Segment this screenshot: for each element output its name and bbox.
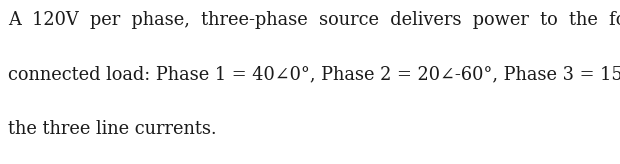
Text: connected load: Phase 1 = 40∠0°, Phase 2 = 20∠-60°, Phase 3 = 15∠45°. Determine: connected load: Phase 1 = 40∠0°, Phase 2… — [8, 66, 620, 84]
Text: the three line currents.: the three line currents. — [8, 120, 216, 138]
Text: A  120V  per  phase,  three-phase  source  delivers  power  to  the  following  : A 120V per phase, three-phase source del… — [8, 11, 620, 30]
